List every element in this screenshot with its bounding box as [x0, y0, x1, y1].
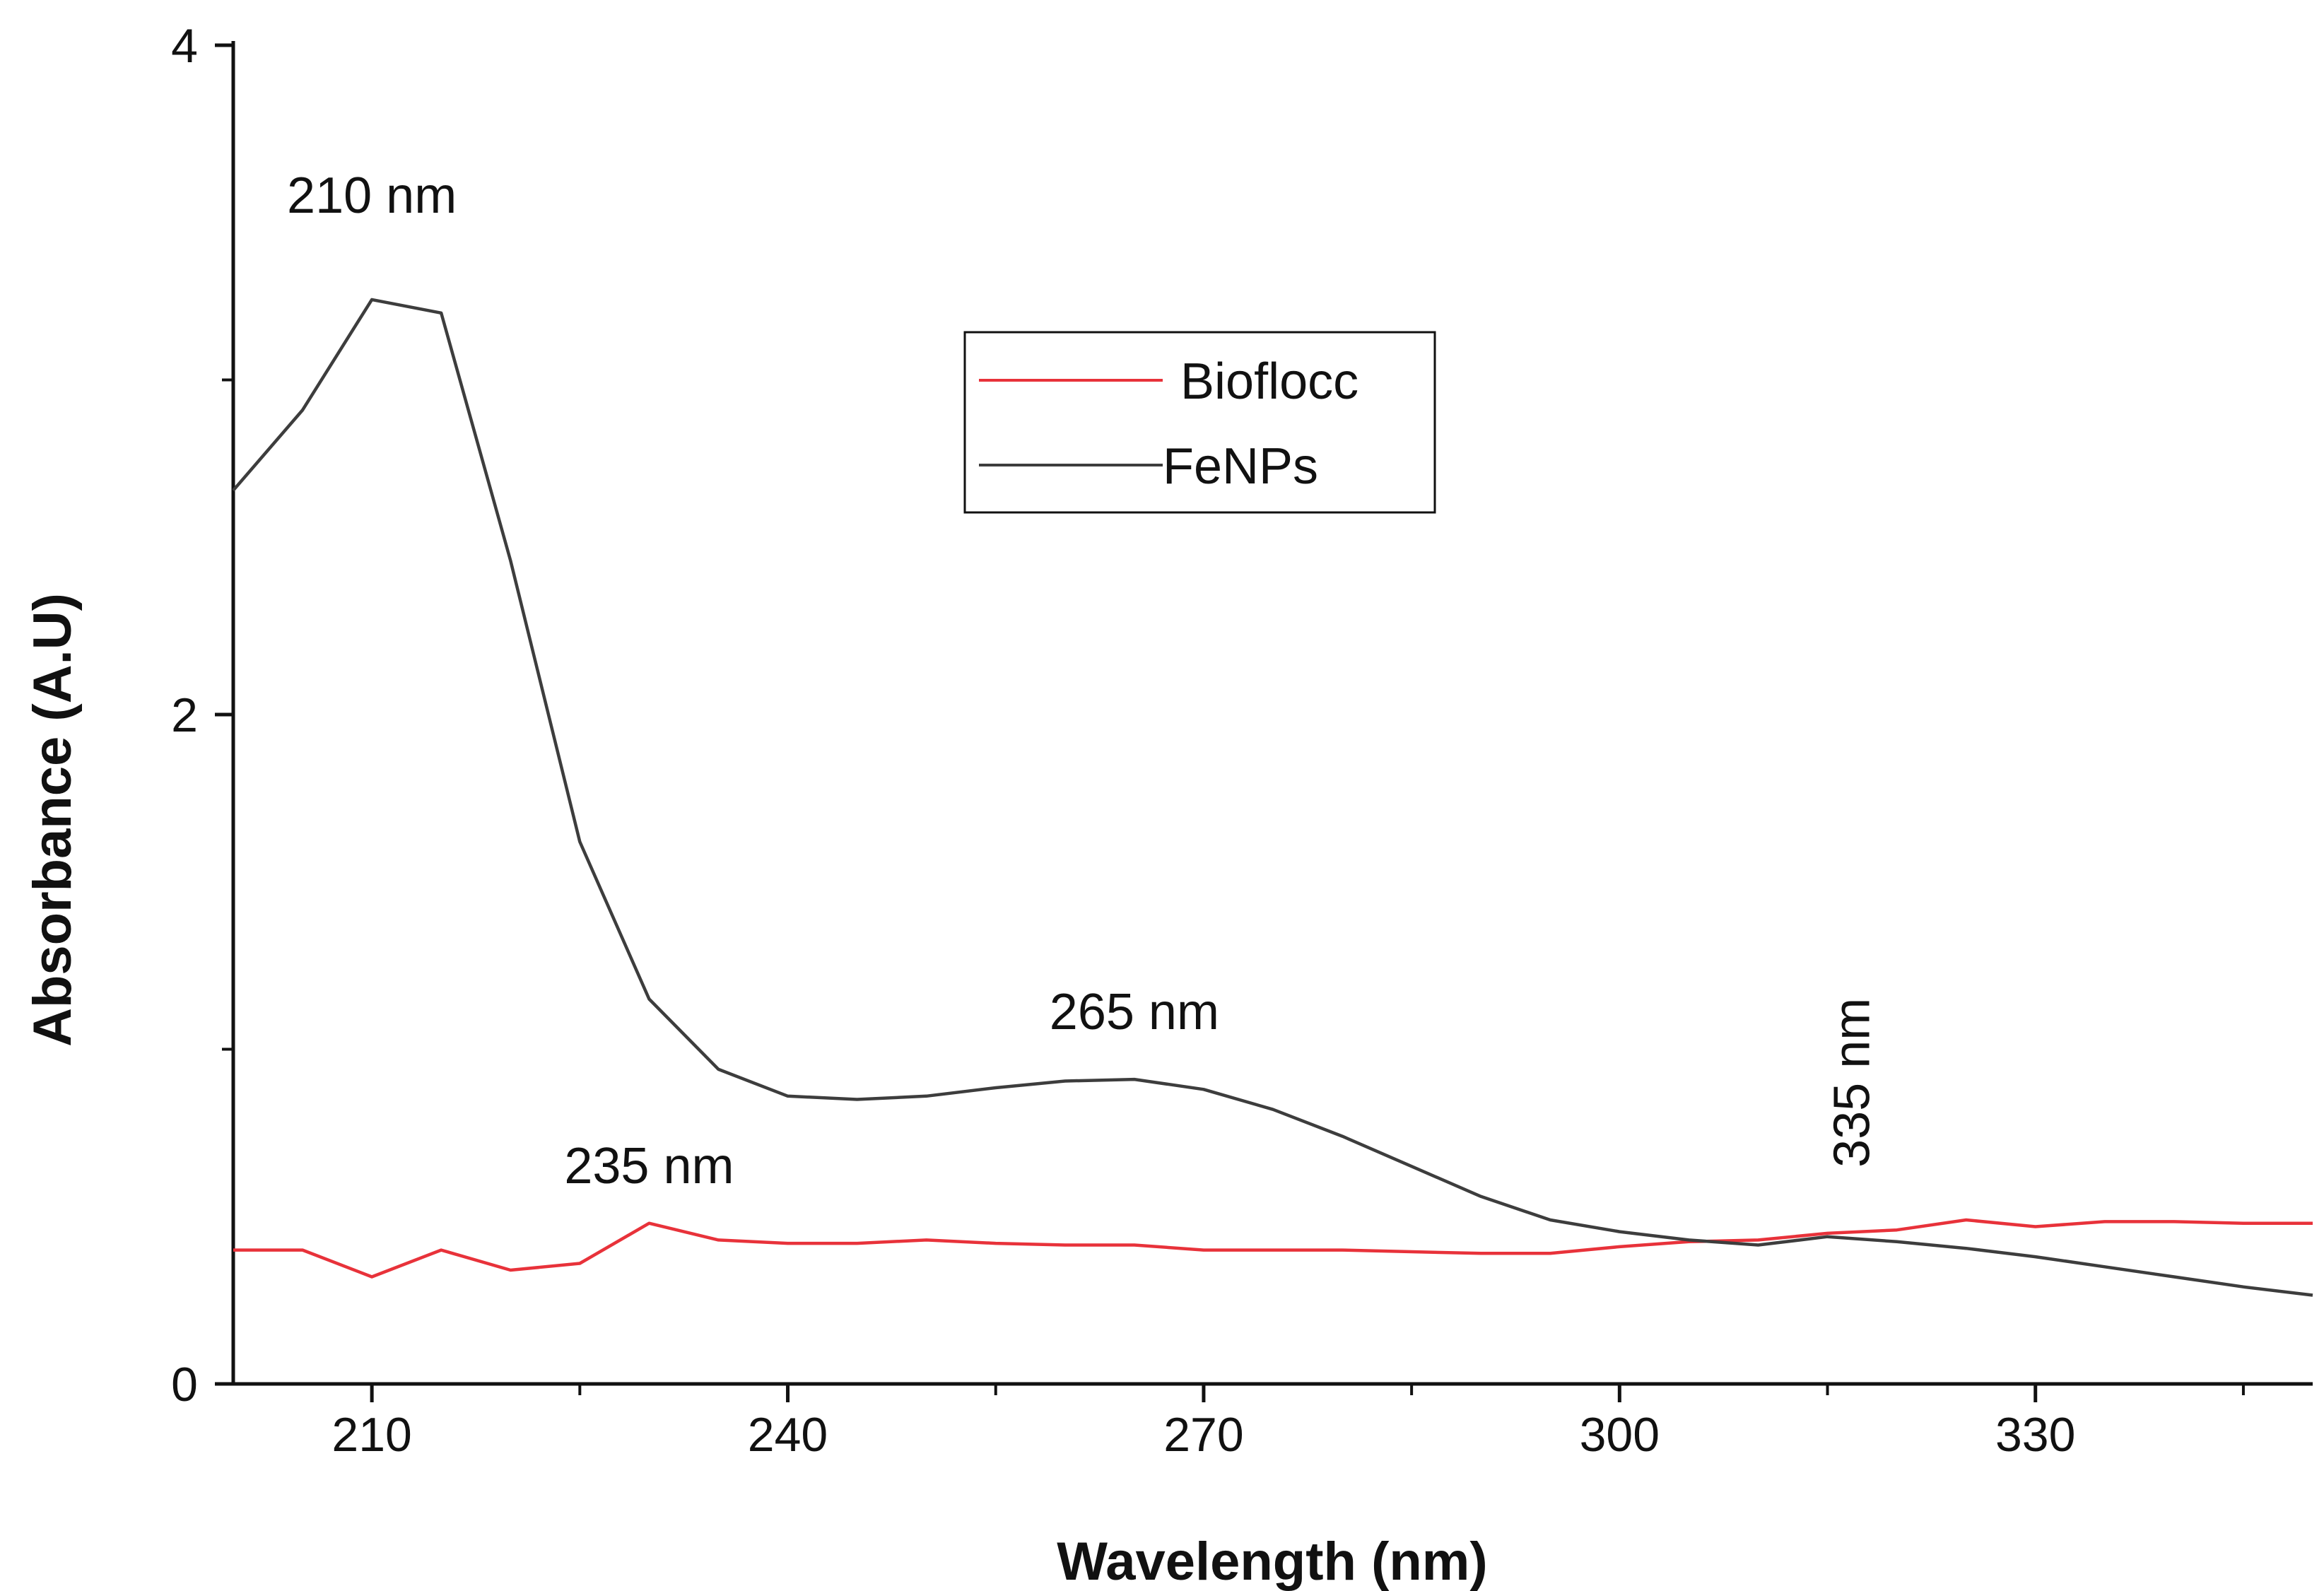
data-point-fenps-350	[2311, 1294, 2314, 1297]
data-point-fenps-205	[301, 409, 304, 411]
data-point-fenps-330	[2034, 1255, 2037, 1258]
series-line-bioflocc	[233, 1218, 2313, 1279]
data-point-bioflocc-310	[1756, 1238, 1759, 1241]
data-point-bioflocc-325	[1965, 1219, 1968, 1221]
legend-box	[963, 331, 1436, 514]
data-point-fenps-325	[1965, 1247, 1968, 1250]
y-tick-label-4: 4	[171, 19, 198, 73]
data-point-fenps-250	[925, 1095, 928, 1098]
data-point-fenps-305	[1687, 1238, 1690, 1241]
data-point-bioflocc-320	[1896, 1228, 1898, 1231]
data-point-fenps-315	[1826, 1235, 1829, 1238]
data-point-bioflocc-285	[1410, 1250, 1413, 1253]
data-point-bioflocc-295	[1549, 1252, 1551, 1255]
x-tick-label-210: 210	[331, 1408, 411, 1462]
data-point-bioflocc-250	[925, 1238, 928, 1241]
annotation-235-nm: 235 nm	[564, 1138, 734, 1194]
data-point-bioflocc-330	[2034, 1225, 2037, 1228]
y-axis-title: Absorbance (A.U)	[23, 593, 83, 1047]
data-point-fenps-340	[2173, 1275, 2176, 1278]
data-point-bioflocc-335	[2103, 1220, 2106, 1223]
data-point-bioflocc-300	[1618, 1245, 1621, 1248]
annotation-265-nm: 265 nm	[1050, 984, 1219, 1040]
data-point-fenps-270	[1202, 1088, 1205, 1091]
data-point-bioflocc-275	[1272, 1249, 1274, 1252]
data-point-bioflocc-255	[994, 1242, 997, 1245]
data-point-bioflocc-265	[1133, 1243, 1136, 1246]
data-point-fenps-335	[2103, 1265, 2106, 1268]
data-point-bioflocc-270	[1202, 1249, 1205, 1252]
data-point-bioflocc-200	[232, 1249, 235, 1252]
data-point-bioflocc-245	[856, 1242, 859, 1245]
x-axis-title: Wavelength (nm)	[1057, 1532, 1487, 1591]
x-tick-label-240: 240	[748, 1408, 828, 1462]
legend-label-bioflocc: Bioflocc	[1180, 353, 1358, 410]
data-point-bioflocc-225	[578, 1262, 581, 1265]
data-point-bioflocc-210	[370, 1275, 373, 1278]
data-point-fenps-235	[717, 1068, 720, 1071]
data-point-fenps-265	[1133, 1078, 1136, 1081]
data-point-fenps-300	[1618, 1231, 1621, 1233]
x-tick-label-330: 330	[1995, 1408, 2075, 1462]
legend: Bioflocc FeNPs	[963, 331, 1436, 514]
data-point-fenps-320	[1896, 1240, 1898, 1243]
annotation-335-nm: 335 nm	[1824, 998, 1880, 1168]
data-point-bioflocc-350	[2311, 1222, 2314, 1225]
data-point-fenps-210	[370, 298, 373, 301]
data-point-fenps-295	[1549, 1219, 1551, 1221]
data-point-fenps-345	[2242, 1286, 2245, 1288]
legend-label-fenps: FeNPs	[1163, 438, 1318, 495]
data-point-fenps-310	[1756, 1243, 1759, 1246]
y-tick-label-2: 2	[171, 688, 198, 742]
data-point-fenps-290	[1479, 1195, 1482, 1198]
data-point-fenps-230	[647, 997, 650, 1000]
data-point-fenps-220	[509, 559, 512, 562]
series-layer	[232, 298, 2314, 1297]
data-point-fenps-225	[578, 840, 581, 843]
y-tick-label-0: 0	[171, 1358, 198, 1411]
annotation-210-nm: 210 nm	[287, 168, 457, 224]
data-point-bioflocc-240	[787, 1242, 790, 1245]
data-point-bioflocc-205	[301, 1249, 304, 1252]
data-point-fenps-200	[232, 489, 235, 492]
annotations: 210 nm 265 nm 235 nm 335 nm	[287, 168, 1880, 1194]
data-point-fenps-285	[1410, 1165, 1413, 1168]
data-point-bioflocc-290	[1479, 1252, 1482, 1255]
data-point-bioflocc-345	[2242, 1222, 2245, 1225]
series-line-fenps	[232, 298, 2313, 1297]
data-point-fenps-215	[440, 312, 442, 315]
data-point-bioflocc-280	[1341, 1249, 1344, 1252]
data-point-bioflocc-220	[509, 1269, 512, 1272]
data-point-fenps-245	[856, 1098, 859, 1101]
data-point-bioflocc-315	[1826, 1232, 1829, 1235]
data-point-fenps-280	[1341, 1135, 1344, 1138]
data-point-bioflocc-340	[2173, 1220, 2176, 1223]
data-point-fenps-240	[787, 1095, 790, 1098]
x-tick-label-300: 300	[1580, 1408, 1660, 1462]
axes: 210 240 270 300 330 0 2 4	[171, 19, 2313, 1462]
data-point-bioflocc-215	[440, 1249, 442, 1252]
data-point-fenps-275	[1272, 1108, 1274, 1111]
x-tick-label-270: 270	[1163, 1408, 1243, 1462]
data-point-bioflocc-230	[647, 1222, 650, 1225]
data-point-fenps-260	[1064, 1079, 1067, 1082]
data-point-bioflocc-260	[1064, 1243, 1067, 1246]
data-point-bioflocc-235	[717, 1238, 720, 1241]
data-point-fenps-255	[994, 1086, 997, 1089]
